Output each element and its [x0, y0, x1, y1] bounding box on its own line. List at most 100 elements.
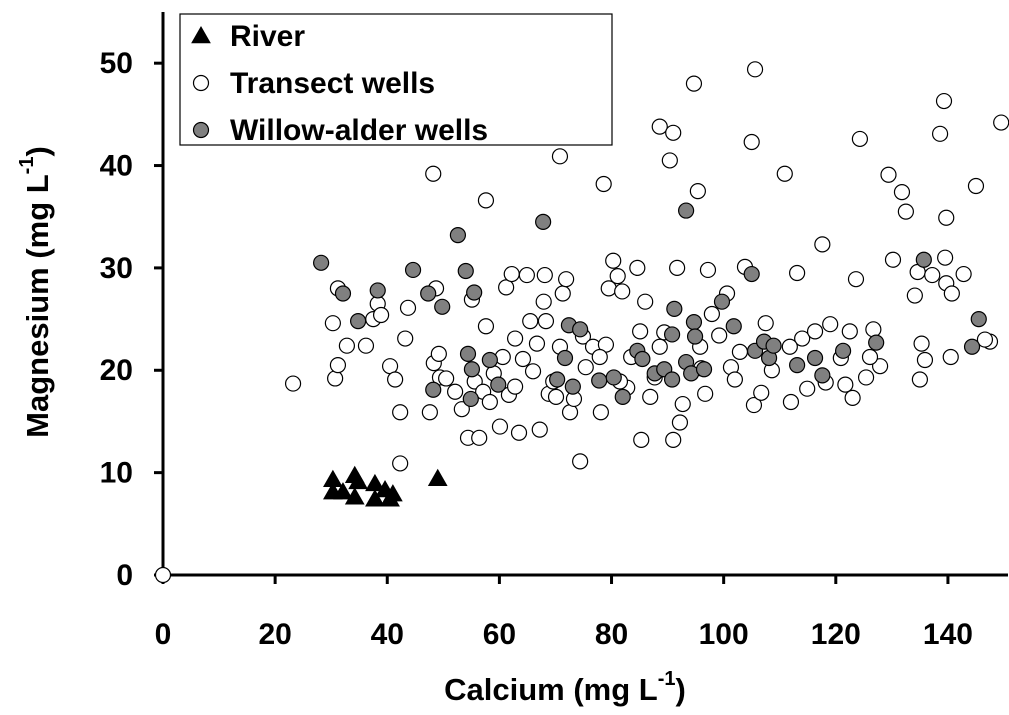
point	[453, 401, 470, 418]
x-axis-label: Calcium (mg L-1)	[444, 668, 686, 707]
point	[834, 342, 852, 359]
point	[789, 357, 806, 374]
x-tick-label: 140	[923, 618, 973, 651]
point	[806, 349, 824, 367]
point	[537, 313, 555, 330]
point	[154, 566, 172, 584]
point	[976, 331, 994, 348]
point	[911, 371, 929, 388]
point	[661, 152, 678, 169]
point	[782, 393, 800, 411]
x-label-end: )	[676, 672, 686, 707]
point	[397, 330, 414, 347]
point	[503, 265, 520, 283]
point	[572, 453, 589, 470]
point	[955, 265, 972, 283]
point	[528, 335, 546, 352]
point	[514, 350, 532, 368]
point	[632, 323, 649, 340]
point	[369, 282, 386, 299]
point	[591, 372, 608, 389]
point	[344, 487, 365, 505]
point	[547, 388, 565, 405]
point	[703, 305, 720, 323]
point	[757, 315, 774, 332]
x-label-text: Calcium (mg L	[444, 672, 658, 707]
point	[937, 249, 954, 266]
point	[609, 267, 626, 285]
x-tick-label: 120	[811, 618, 861, 651]
legend-marker	[192, 74, 210, 92]
point	[372, 306, 390, 324]
point	[789, 264, 806, 282]
point	[614, 388, 631, 405]
point	[329, 357, 347, 374]
y-label-end: )	[20, 146, 55, 156]
point	[841, 323, 858, 340]
series	[154, 61, 1009, 584]
point	[327, 370, 344, 387]
point	[633, 431, 650, 448]
legend: River Transect wells Willow-alder wells	[179, 13, 613, 147]
x-tick-label: 20	[258, 618, 291, 651]
y-tick-label: 20	[100, 354, 133, 387]
point	[284, 375, 302, 392]
point	[689, 183, 706, 200]
point	[942, 348, 959, 366]
point	[851, 130, 869, 148]
y-label-sup: -1	[16, 157, 38, 175]
point	[577, 359, 594, 376]
point	[916, 351, 934, 369]
point	[884, 251, 902, 268]
point	[844, 389, 861, 407]
legend-box	[179, 13, 613, 146]
point	[868, 334, 885, 351]
y-label-text: Magnesium (mg L	[20, 174, 55, 438]
point	[893, 184, 911, 201]
legend-marker	[191, 25, 211, 44]
point	[348, 471, 368, 490]
point	[551, 148, 569, 165]
point	[605, 252, 622, 269]
y-tick-label: 50	[100, 47, 133, 80]
point	[449, 227, 467, 244]
point	[915, 251, 932, 268]
point	[313, 254, 330, 271]
point	[549, 371, 566, 388]
point	[637, 293, 654, 310]
point	[334, 285, 352, 302]
point	[338, 337, 355, 354]
point	[522, 313, 539, 330]
point	[434, 298, 451, 315]
y-tick-label: 30	[100, 252, 133, 285]
point	[806, 323, 824, 340]
point	[651, 118, 668, 135]
point	[745, 396, 763, 414]
point	[685, 75, 703, 92]
legend-label: Willow-alder wells	[230, 114, 488, 147]
point	[666, 300, 683, 317]
point	[404, 261, 422, 279]
point	[392, 455, 409, 472]
point	[466, 284, 483, 301]
point	[847, 271, 865, 288]
point	[665, 124, 682, 141]
point	[481, 351, 498, 369]
point	[592, 404, 609, 421]
legend-label: Transect wells	[230, 67, 435, 100]
point	[477, 192, 495, 209]
point	[491, 418, 509, 435]
point	[531, 421, 548, 438]
point	[457, 262, 474, 280]
point	[822, 316, 839, 333]
point	[506, 378, 524, 395]
point	[365, 489, 385, 507]
legend-marker	[192, 121, 210, 139]
point	[399, 299, 417, 316]
point	[572, 321, 589, 338]
point	[765, 337, 782, 354]
point	[913, 335, 930, 352]
point	[333, 482, 353, 500]
point	[967, 177, 985, 195]
